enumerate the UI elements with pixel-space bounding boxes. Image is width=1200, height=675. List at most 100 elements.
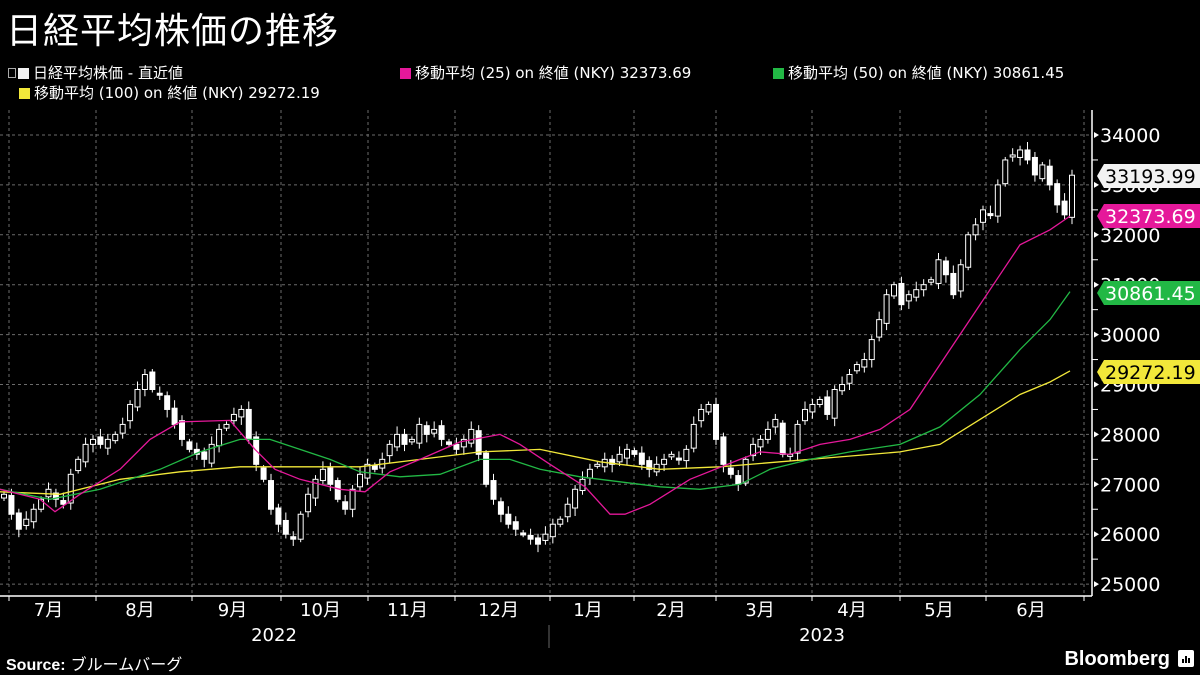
candle-body <box>972 224 979 236</box>
candle-body <box>720 436 727 465</box>
y-tick-label: 32000 <box>1100 225 1160 247</box>
candle-body <box>764 428 771 440</box>
candle-body <box>757 438 764 448</box>
candle-body <box>713 403 719 440</box>
candle-body <box>913 289 920 298</box>
candle-body <box>891 284 897 297</box>
tick-arrow <box>1094 381 1099 388</box>
candle-body <box>609 458 616 465</box>
candle-body <box>75 458 82 472</box>
candle-body <box>802 408 808 422</box>
candle-body <box>423 425 430 435</box>
candle-body <box>616 453 623 463</box>
y-tick-label: 25000 <box>1100 574 1160 596</box>
x-month-label: 1月 <box>573 600 602 621</box>
pin-icon <box>8 68 16 78</box>
candle-body <box>119 423 126 434</box>
candle-body <box>431 428 438 434</box>
candle-body <box>876 319 883 338</box>
candle-body <box>52 492 59 500</box>
candle-body <box>638 452 645 465</box>
candle-body <box>772 418 779 428</box>
x-month-label: 9月 <box>218 600 247 621</box>
candle-body <box>868 339 875 361</box>
candle-body <box>45 488 52 498</box>
candle-body <box>1061 200 1068 216</box>
candle-body <box>646 460 653 470</box>
candle-body <box>942 260 949 276</box>
candle-body <box>349 488 356 510</box>
candle-body <box>364 463 371 479</box>
candle-body <box>223 423 230 429</box>
candle-body <box>230 413 237 422</box>
candle-body <box>1054 183 1061 206</box>
candle-body <box>490 480 497 500</box>
candle-body <box>905 294 912 302</box>
candle-body <box>164 395 171 410</box>
candle-body <box>831 388 838 419</box>
y-tick-label: 28000 <box>1100 424 1160 446</box>
candle-body <box>394 433 401 448</box>
candle-body <box>861 359 868 368</box>
candle-body <box>483 452 490 485</box>
legend-swatch-magenta <box>400 68 411 79</box>
candle-body <box>60 500 67 505</box>
candle-body <box>920 284 927 291</box>
candle-body <box>290 536 297 540</box>
legend-item-ma25: 移動平均 (25) on 終値 (NKY) 32373.69 <box>400 62 691 83</box>
x-month-label: 10月 <box>300 600 341 621</box>
candle-body <box>319 468 326 482</box>
candle-body <box>950 272 957 296</box>
candle-body <box>386 443 393 457</box>
candle-body <box>245 408 252 440</box>
candle-body <box>342 501 349 510</box>
candle-body <box>965 234 972 268</box>
candle-body <box>1 493 7 499</box>
candle-body <box>846 374 853 384</box>
candle-body <box>675 457 682 461</box>
candle-body <box>883 294 890 324</box>
candle-body <box>149 371 156 390</box>
candle-body <box>460 438 467 448</box>
candle-body <box>1002 159 1009 185</box>
source-note: Source: ブルームバーグ <box>6 655 183 674</box>
candle-body <box>156 392 163 396</box>
candle-body <box>134 388 141 408</box>
candle-body <box>1039 164 1046 180</box>
candle-body <box>557 518 564 525</box>
tick-arrow <box>1094 431 1099 438</box>
tick-arrow <box>1094 231 1099 238</box>
candle-body <box>535 537 541 545</box>
candle-body <box>238 408 245 418</box>
y-tick-label: 34000 <box>1100 125 1160 147</box>
candle-body <box>624 448 630 459</box>
candle-body <box>853 364 860 372</box>
candle-body <box>408 438 415 443</box>
candle-body <box>1069 174 1075 218</box>
candle-body <box>38 498 45 510</box>
candle-body <box>334 480 341 500</box>
candle-body <box>824 396 831 415</box>
candle-body <box>505 513 512 525</box>
candle-body <box>30 508 37 523</box>
price-tag <box>1097 360 1200 384</box>
candle-body <box>809 403 816 413</box>
candle-body <box>201 451 208 460</box>
candle-body <box>90 438 96 445</box>
candle-body <box>742 458 749 484</box>
candle-body <box>216 428 223 447</box>
candle-body <box>268 480 274 510</box>
candle-body <box>97 436 104 445</box>
candle-body <box>727 467 734 475</box>
y-tick-label: 26000 <box>1100 524 1160 546</box>
candle-body <box>371 465 378 470</box>
candle-body <box>15 512 22 530</box>
candle-body <box>898 282 905 306</box>
candle-body <box>171 407 178 425</box>
candle-body <box>661 458 668 465</box>
candle-body <box>1046 165 1053 186</box>
candle-body <box>416 423 423 444</box>
candle-body <box>527 534 534 540</box>
legend-item-ma50: 移動平均 (50) on 終値 (NKY) 30861.45 <box>773 62 1064 83</box>
